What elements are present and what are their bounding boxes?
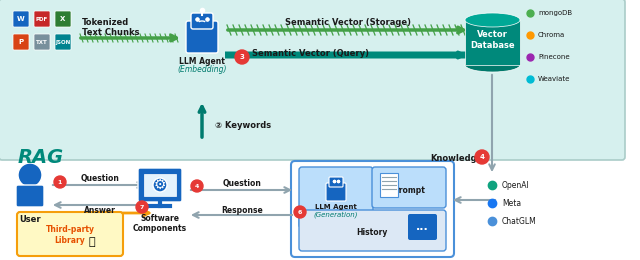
Text: History: History	[356, 228, 388, 237]
Circle shape	[54, 176, 66, 188]
Ellipse shape	[465, 58, 520, 72]
Text: Semantic Vector (Storage): Semantic Vector (Storage)	[285, 18, 411, 27]
FancyBboxPatch shape	[55, 34, 71, 50]
Text: 3: 3	[239, 54, 244, 60]
Text: Tokenized
Text Chunks: Tokenized Text Chunks	[82, 18, 140, 37]
Text: Knowledge: Knowledge	[430, 153, 483, 162]
FancyBboxPatch shape	[0, 0, 625, 160]
FancyBboxPatch shape	[55, 11, 71, 27]
Text: LLM Agent: LLM Agent	[179, 57, 225, 66]
FancyBboxPatch shape	[299, 210, 446, 251]
FancyBboxPatch shape	[144, 174, 176, 196]
Text: Semantic Vector (Query): Semantic Vector (Query)	[252, 49, 369, 57]
Text: ⚙: ⚙	[154, 178, 166, 192]
Text: RAG: RAG	[18, 148, 64, 167]
Text: Answer: Answer	[84, 205, 116, 214]
Text: 🔧: 🔧	[89, 237, 95, 247]
Text: ...: ...	[415, 222, 428, 232]
Text: X: X	[60, 16, 66, 22]
Circle shape	[475, 150, 489, 164]
FancyBboxPatch shape	[34, 11, 50, 27]
FancyBboxPatch shape	[299, 167, 373, 228]
Text: User: User	[19, 215, 41, 224]
Text: mongoDB: mongoDB	[538, 10, 572, 16]
Text: Third-party
Library: Third-party Library	[45, 225, 95, 245]
Circle shape	[294, 206, 306, 218]
Text: Pinecone: Pinecone	[538, 54, 570, 60]
Circle shape	[191, 180, 203, 192]
FancyBboxPatch shape	[326, 183, 346, 201]
Ellipse shape	[465, 13, 520, 27]
Text: Response: Response	[221, 205, 263, 214]
FancyBboxPatch shape	[372, 167, 446, 208]
Text: OpenAI: OpenAI	[502, 180, 530, 190]
Circle shape	[136, 201, 148, 213]
FancyBboxPatch shape	[186, 21, 218, 53]
Text: (Generation): (Generation)	[314, 211, 358, 218]
FancyBboxPatch shape	[465, 20, 520, 65]
Text: Meta: Meta	[502, 198, 521, 207]
FancyBboxPatch shape	[191, 13, 213, 29]
FancyBboxPatch shape	[329, 177, 343, 187]
Text: Software
Components: Software Components	[133, 214, 187, 233]
Circle shape	[235, 50, 249, 64]
FancyBboxPatch shape	[380, 173, 398, 197]
Text: 7: 7	[140, 205, 144, 210]
FancyBboxPatch shape	[16, 185, 44, 207]
Text: JSON: JSON	[56, 40, 70, 44]
Text: P: P	[19, 39, 24, 45]
FancyBboxPatch shape	[291, 161, 454, 257]
FancyBboxPatch shape	[13, 34, 29, 50]
FancyBboxPatch shape	[34, 34, 50, 50]
Text: Vector
Database: Vector Database	[470, 30, 515, 50]
Text: Prompt: Prompt	[393, 185, 425, 194]
Text: 6: 6	[298, 210, 302, 214]
FancyBboxPatch shape	[138, 168, 182, 202]
Text: Question: Question	[81, 173, 120, 183]
FancyBboxPatch shape	[408, 214, 437, 240]
Text: ② Keywords: ② Keywords	[215, 120, 271, 129]
Text: Question: Question	[223, 179, 261, 187]
Text: LLM Agent: LLM Agent	[315, 204, 357, 210]
FancyBboxPatch shape	[13, 11, 29, 27]
FancyBboxPatch shape	[17, 212, 123, 256]
Text: 4: 4	[195, 184, 199, 188]
FancyArrow shape	[225, 50, 482, 60]
Circle shape	[153, 178, 167, 192]
Text: 4: 4	[479, 154, 484, 160]
Text: ChatGLM: ChatGLM	[502, 217, 537, 225]
Text: TXT: TXT	[36, 40, 48, 44]
Text: (Embedding): (Embedding)	[177, 65, 227, 74]
Text: PDF: PDF	[36, 16, 48, 22]
Circle shape	[18, 163, 42, 187]
Text: 1: 1	[58, 179, 62, 185]
Text: Weaviate: Weaviate	[538, 76, 570, 82]
Text: Chroma: Chroma	[538, 32, 565, 38]
Text: W: W	[17, 16, 25, 22]
